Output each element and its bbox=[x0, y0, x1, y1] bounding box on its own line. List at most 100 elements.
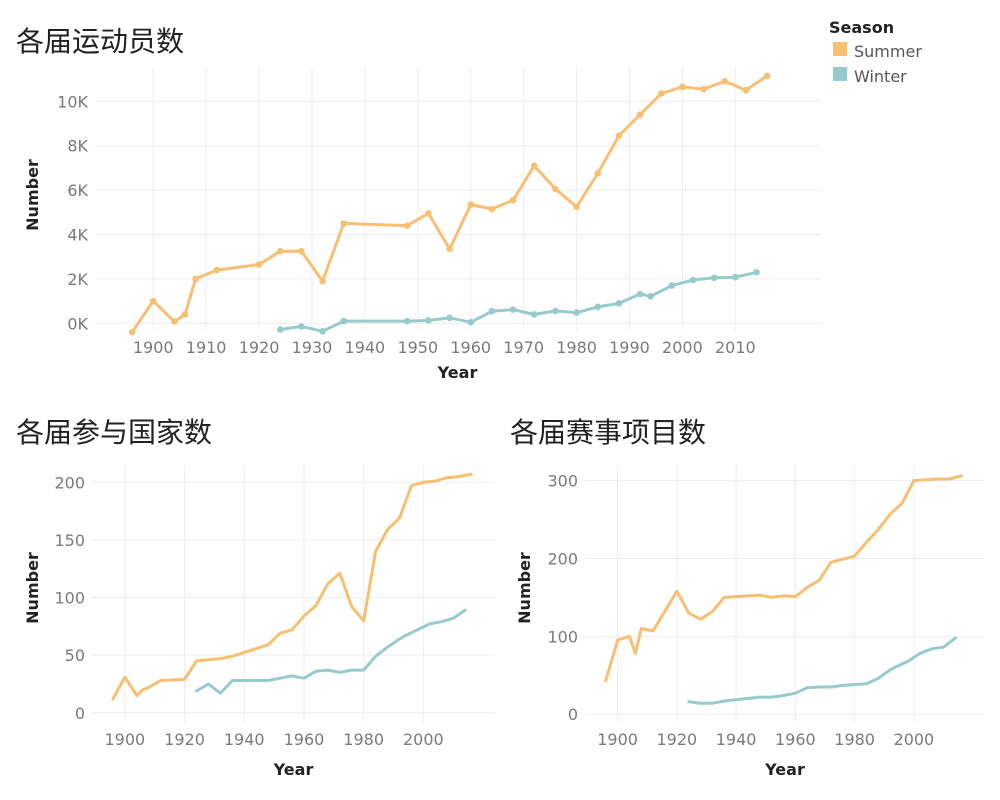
data-point-summer bbox=[319, 277, 326, 285]
x-tick-label: 2010 bbox=[715, 338, 756, 357]
x-axis-label: Year bbox=[437, 363, 478, 382]
data-point-winter bbox=[319, 328, 326, 335]
data-point-winter bbox=[636, 290, 644, 298]
x-tick-label: 1960 bbox=[775, 730, 816, 749]
x-tick-label: 1920 bbox=[164, 730, 205, 749]
data-point-winter bbox=[425, 317, 432, 324]
y-tick-label: 0 bbox=[75, 704, 85, 723]
y-axis-label: Number bbox=[23, 552, 42, 624]
data-point-winter bbox=[509, 306, 517, 313]
x-tick-label: 2000 bbox=[662, 338, 703, 357]
data-point-winter bbox=[732, 273, 739, 281]
x-axis-label: Year bbox=[764, 760, 805, 779]
data-point-summer bbox=[763, 72, 771, 80]
x-tick-label: 1940 bbox=[716, 730, 757, 749]
x-tick-label: 1930 bbox=[292, 338, 333, 357]
y-tick-label: 4K bbox=[67, 226, 88, 245]
series-line-summer bbox=[111, 472, 473, 701]
x-tick-label: 1960 bbox=[450, 338, 491, 357]
data-point-summer bbox=[552, 185, 559, 193]
data-point-winter bbox=[552, 307, 559, 315]
x-tick-label: 2000 bbox=[403, 730, 444, 749]
data-point-summer bbox=[446, 245, 453, 253]
data-point-winter bbox=[446, 314, 453, 322]
x-tick-label: 2000 bbox=[894, 730, 935, 749]
legend-entry-winter[interactable]: Winter bbox=[833, 67, 907, 86]
athletes-chart: 1900 1910 1920 1930 1940 1950 1960 1970 1980 1990… bbox=[23, 68, 820, 382]
x-tick-label: 1970 bbox=[503, 338, 544, 357]
data-point-winter bbox=[530, 311, 538, 318]
data-point-summer bbox=[298, 247, 305, 255]
legend-swatch-summer bbox=[833, 42, 847, 56]
data-point-summer bbox=[340, 220, 348, 227]
data-point-summer bbox=[467, 201, 475, 208]
data-point-winter bbox=[710, 274, 718, 282]
series-line-winter bbox=[195, 608, 467, 695]
data-point-winter bbox=[689, 276, 697, 284]
events-chart-title: 各届赛事项目数 bbox=[510, 416, 706, 449]
countries-chart: 1900 1920 1940 1960 1980 2000 0 50 100 150 200 Year… bbox=[23, 465, 495, 779]
data-point-winter bbox=[594, 303, 602, 311]
x-tick-label: 1900 bbox=[597, 730, 638, 749]
x-axis-label: Year bbox=[273, 760, 314, 779]
data-point-summer bbox=[181, 311, 189, 318]
y-tick-label: 300 bbox=[547, 472, 578, 491]
x-tick-label: 1980 bbox=[556, 338, 597, 357]
x-tick-label: 1920 bbox=[239, 338, 280, 357]
y-tick-label: 200 bbox=[547, 549, 578, 568]
y-tick-label: 10K bbox=[57, 92, 88, 111]
events-chart: 1900 1920 1940 1960 1980 2000 0 100 200 300 Year Nu… bbox=[515, 465, 985, 779]
legend-entry-summer[interactable]: Summer bbox=[833, 42, 922, 61]
athletes-chart-title: 各届运动员数 bbox=[16, 25, 184, 58]
series-line-summer bbox=[130, 74, 769, 334]
y-axis-label: Number bbox=[515, 552, 534, 624]
y-tick-label: 6K bbox=[67, 181, 88, 200]
legend-swatch-winter bbox=[833, 67, 847, 81]
y-tick-label: 50 bbox=[65, 646, 85, 665]
x-tick-label: 1900 bbox=[133, 338, 174, 357]
y-tick-label: 8K bbox=[67, 137, 88, 156]
x-tick-label: 1980 bbox=[343, 730, 384, 749]
data-point-summer bbox=[636, 111, 644, 118]
data-point-winter bbox=[668, 282, 676, 289]
series-line-winter bbox=[687, 636, 957, 705]
legend: Season Summer Winter bbox=[829, 18, 922, 86]
y-tick-label: 100 bbox=[547, 627, 578, 646]
data-point-winter bbox=[276, 326, 284, 333]
data-point-winter bbox=[488, 308, 496, 315]
y-tick-label: 2K bbox=[67, 270, 88, 289]
data-point-summer bbox=[192, 275, 199, 283]
data-point-winter bbox=[753, 268, 760, 276]
series-line-summer bbox=[604, 474, 963, 683]
data-point-winter bbox=[647, 292, 654, 300]
y-tick-label: 150 bbox=[54, 531, 85, 550]
data-point-winter bbox=[340, 317, 348, 325]
x-tick-label: 1950 bbox=[397, 338, 438, 357]
x-tick-label: 1940 bbox=[224, 730, 265, 749]
data-point-summer bbox=[742, 86, 750, 94]
series-line-winter bbox=[278, 270, 758, 333]
x-tick-label: 1900 bbox=[104, 730, 145, 749]
data-point-summer bbox=[657, 90, 665, 97]
data-point-winter bbox=[615, 300, 623, 307]
x-tick-label: 1920 bbox=[656, 730, 697, 749]
legend-label-winter: Winter bbox=[854, 67, 907, 86]
countries-chart-title: 各届参与国家数 bbox=[16, 416, 212, 449]
data-point-summer bbox=[530, 162, 538, 169]
y-axis-label: Number bbox=[23, 159, 42, 231]
data-point-summer bbox=[615, 132, 623, 140]
x-tick-label: 1990 bbox=[609, 338, 650, 357]
data-point-summer bbox=[276, 247, 284, 255]
x-tick-label: 1960 bbox=[284, 730, 325, 749]
x-tick-label: 1940 bbox=[345, 338, 386, 357]
data-point-summer bbox=[425, 210, 432, 217]
data-point-summer bbox=[171, 318, 178, 325]
data-point-summer bbox=[403, 222, 411, 229]
y-tick-label: 0 bbox=[568, 705, 578, 724]
data-point-winter bbox=[403, 317, 411, 325]
data-point-summer bbox=[488, 205, 496, 213]
legend-title: Season bbox=[829, 18, 894, 37]
data-point-summer bbox=[149, 297, 157, 305]
x-tick-label: 1980 bbox=[834, 730, 875, 749]
